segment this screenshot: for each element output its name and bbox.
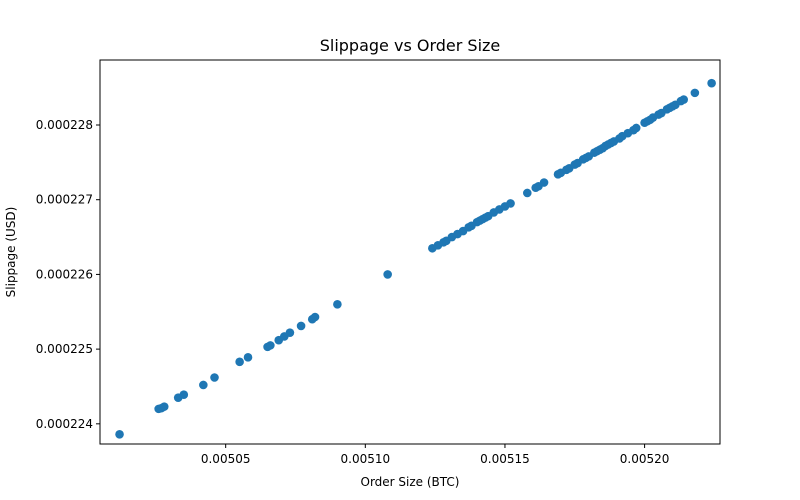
data-point — [707, 78, 716, 88]
data-point — [159, 402, 169, 411]
x-tick-label: 0.00515 — [480, 452, 530, 466]
data-point — [115, 429, 124, 439]
data-points — [115, 78, 716, 439]
y-axis-ticks: 0.000224 0.000225 0.000226 0.000227 0.000228 — [36, 118, 100, 431]
chart-title: Slippage vs Order Size — [320, 36, 501, 55]
data-point — [266, 341, 275, 350]
data-point — [179, 390, 189, 399]
data-point — [210, 373, 219, 382]
data-point — [383, 270, 392, 279]
data-point — [333, 299, 342, 309]
x-tick-label: 0.00510 — [341, 452, 391, 466]
x-axis-ticks: 0.00505 0.00510 0.00515 0.00520 — [201, 444, 670, 466]
y-tick-label: 0.000227 — [36, 193, 93, 207]
data-point — [690, 88, 700, 98]
y-axis-label: Slippage (USD) — [4, 207, 18, 298]
y-tick-label: 0.000225 — [36, 342, 93, 356]
y-tick-label: 0.000228 — [36, 118, 93, 132]
data-point — [506, 199, 515, 208]
data-point — [631, 123, 641, 133]
data-point — [539, 178, 549, 187]
plot-area — [99, 59, 721, 445]
x-tick-label: 0.00520 — [620, 452, 670, 466]
data-point — [296, 321, 306, 331]
data-point — [243, 353, 253, 362]
x-axis-label: Order Size (BTC) — [361, 475, 460, 489]
data-point — [199, 380, 208, 390]
y-tick-label: 0.000226 — [36, 267, 93, 281]
data-point — [310, 312, 320, 322]
data-point — [285, 328, 295, 337]
data-point — [522, 188, 532, 198]
data-point — [235, 357, 244, 367]
data-point — [679, 95, 688, 104]
x-tick-label: 0.00505 — [201, 452, 251, 466]
y-tick-label: 0.000224 — [36, 417, 93, 431]
